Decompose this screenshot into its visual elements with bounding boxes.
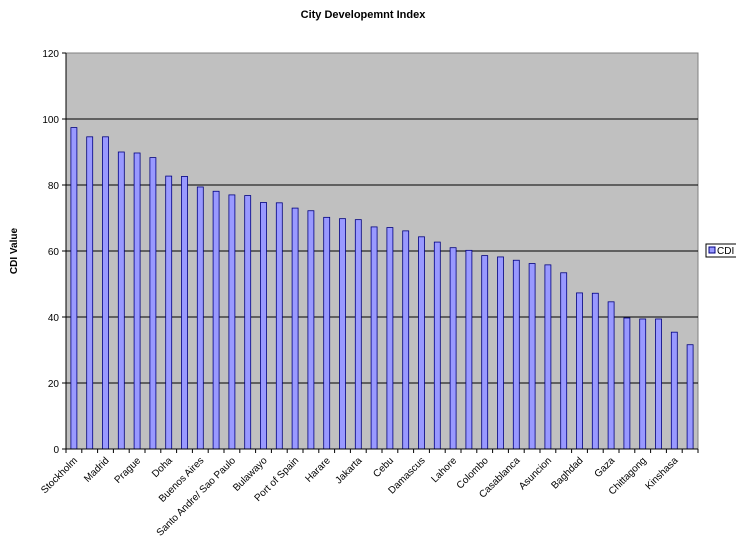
bar <box>402 230 410 450</box>
y-tick-labels: 0 20 40 60 80 100 120 <box>42 49 59 456</box>
bar <box>165 175 173 450</box>
bar <box>560 272 568 450</box>
x-tick-label: Lahore <box>429 455 459 485</box>
x-tick-label: Doha <box>150 455 175 480</box>
bar <box>449 247 457 450</box>
bar <box>260 202 267 450</box>
y-tick-label: 0 <box>53 445 59 456</box>
x-tick-label: Kinshasa <box>644 455 681 492</box>
y-tick-label: 60 <box>48 247 60 258</box>
bar <box>86 136 94 450</box>
x-tick-label: Gaza <box>593 455 618 480</box>
bar <box>181 176 188 450</box>
x-tick-label: Madrid <box>82 455 111 484</box>
bar <box>607 301 615 450</box>
y-tick-label: 80 <box>48 181 60 192</box>
bar <box>433 241 441 450</box>
bar <box>291 207 299 450</box>
bar <box>102 136 109 450</box>
x-tick-label: Baghdad <box>550 455 586 491</box>
bar <box>639 318 647 450</box>
bar <box>133 152 141 450</box>
bar <box>528 263 536 450</box>
bar <box>544 264 552 450</box>
y-tick-label: 100 <box>42 115 59 126</box>
bar <box>655 318 662 450</box>
bar <box>670 331 678 450</box>
legend: CDI <box>705 243 736 258</box>
x-tick-label: Jakarta <box>333 455 364 486</box>
bar <box>307 210 315 450</box>
bar <box>623 317 631 450</box>
x-tick-label: Stockholm <box>39 455 80 496</box>
bar <box>370 226 378 450</box>
bar <box>591 292 599 450</box>
bar <box>244 195 252 450</box>
bar <box>212 190 220 450</box>
bar <box>323 216 331 450</box>
chart-title: City Developemnt Index <box>301 9 427 21</box>
x-tick-label: Asuncion <box>517 455 554 492</box>
bar <box>196 186 204 450</box>
axes <box>62 52 699 453</box>
bar <box>70 127 78 450</box>
bar <box>497 256 504 450</box>
y-tick-label: 20 <box>48 379 60 390</box>
bar <box>228 194 236 450</box>
y-tick-label: 40 <box>48 313 60 324</box>
bar <box>275 202 283 450</box>
bar <box>576 292 583 450</box>
bar <box>339 218 346 450</box>
y-axis-label: CDI Value <box>9 228 20 275</box>
x-tick-label: Harare <box>303 455 333 485</box>
bar <box>465 249 473 450</box>
x-tick-label: Prague <box>113 455 144 486</box>
bar <box>481 255 489 450</box>
legend-label: CDI <box>717 246 734 257</box>
x-tick-label: Cebu <box>371 455 396 480</box>
bar <box>354 219 362 450</box>
y-tick-label: 120 <box>42 49 59 60</box>
bar <box>418 236 425 450</box>
bar <box>686 344 694 450</box>
legend-swatch <box>708 246 716 254</box>
bar <box>149 157 157 450</box>
bar <box>512 259 520 450</box>
bar <box>117 151 125 450</box>
bar <box>386 227 394 450</box>
